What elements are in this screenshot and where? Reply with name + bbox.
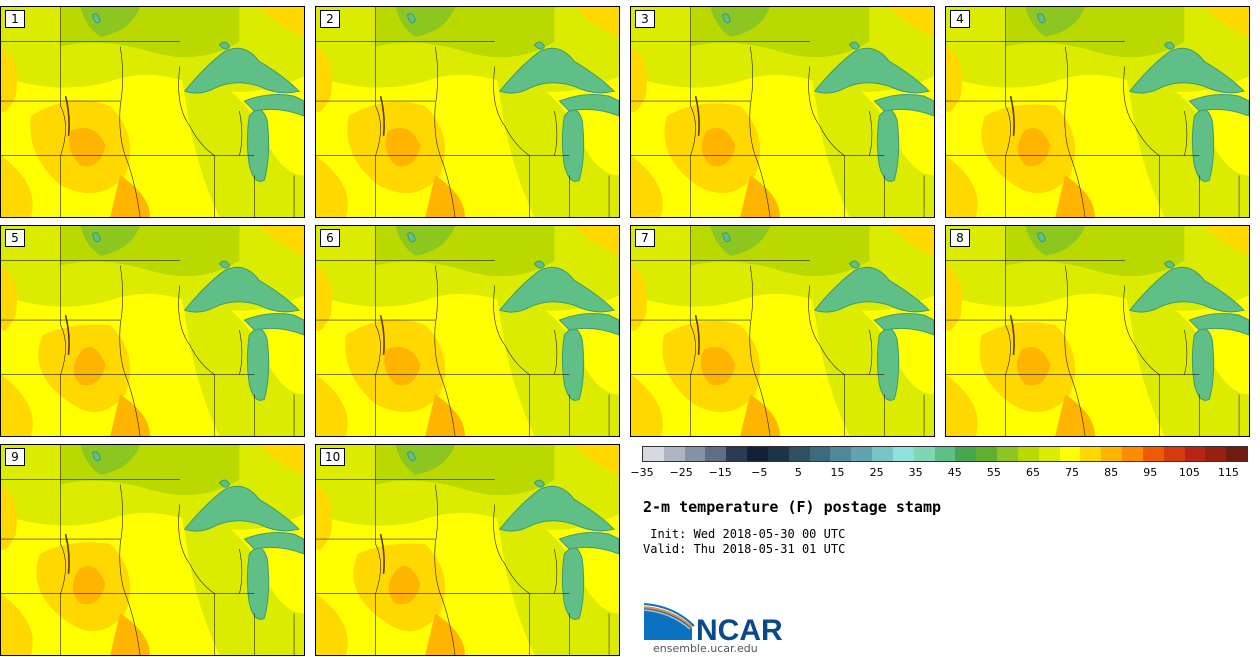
colorbar-tick-label: 25 [869,466,884,479]
colorbar-tick-label: 75 [1065,466,1080,479]
temperature-map [1,226,304,436]
colorbar-swatch [1038,447,1060,461]
colorbar-tick-label: 55 [986,466,1001,479]
colorbar-swatch [913,447,935,461]
colorbar-swatch [1059,447,1081,461]
colorbar-tick-label: 5 [794,466,802,479]
temperature-map [316,445,619,655]
stamp-panel: 2 [315,6,620,218]
colorbar-tick-label: −15 [708,466,732,479]
stamp-number: 4 [950,10,970,28]
colorbar-swatch [1226,447,1248,461]
stamp-number: 2 [320,10,340,28]
colorbar-swatch [705,447,727,461]
stamp-panel: 9 [0,444,305,656]
colorbar-swatch [1101,447,1123,461]
colorbar-ticks: −35 −25 −15 −5 5 15 25 35 45 55 65 75 85 95 105 115 [630,466,1258,482]
temperature-map [1,7,304,217]
stamp-panel: 6 [315,225,620,437]
colorbar-swatch [1184,447,1206,461]
colorbar-tick-label: 35 [908,466,923,479]
colorbar-swatch [1142,447,1164,461]
chart-title: 2-m temperature (F) postage stamp [643,498,942,516]
ncar-logo-text: NCAR [696,614,783,642]
colorbar-swatch [788,447,810,461]
colorbar-swatch [955,447,977,461]
temperature-map [946,226,1249,436]
colorbar-swatch [892,447,914,461]
stamp-number: 3 [635,10,655,28]
ncar-logo: NCAR [643,603,783,642]
ensemble-url[interactable]: ensemble.ucar.edu [653,642,758,655]
temperature-map [316,226,619,436]
colorbar-tick-label: −35 [630,466,654,479]
colorbar-tick-label: 115 [1217,466,1239,479]
stamp-number: 6 [320,229,340,247]
colorbar-swatch [809,447,831,461]
colorbar-tick-label: 85 [1104,466,1119,479]
colorbar-tick-label: 95 [1143,466,1158,479]
colorbar-swatch [767,447,789,461]
init-time: Init: Wed 2018-05-30 00 UTC [643,527,846,541]
temperature-map [631,226,934,436]
temperature-map [1,445,304,655]
colorbar-swatch [643,447,664,461]
colorbar-tick-label: 45 [947,466,962,479]
colorbar-tick-label: 105 [1178,466,1200,479]
stamp-number: 1 [5,10,25,28]
stamp-number: 5 [5,229,25,247]
temperature-colorbar [642,446,1248,462]
colorbar-swatch [934,447,956,461]
stamp-panel: 4 [945,6,1250,218]
colorbar-swatch [684,447,706,461]
colorbar-swatch [830,447,852,461]
temperature-map [316,7,619,217]
stamp-number: 7 [635,229,655,247]
stamp-number: 9 [5,448,25,466]
colorbar-swatch [747,447,768,461]
colorbar-swatch [1017,447,1039,461]
colorbar-tick-label: −5 [751,466,768,479]
colorbar-tick-label: −25 [669,466,693,479]
colorbar-swatch [976,447,998,461]
colorbar-tick-label: 15 [830,466,845,479]
stamp-number: 10 [320,448,346,466]
stamp-panel: 7 [630,225,935,437]
colorbar-swatch [726,447,748,461]
colorbar-swatch [1163,447,1185,461]
stamp-panel: 3 [630,6,935,218]
stamp-number: 8 [950,229,970,247]
colorbar-tick-label: 65 [1025,466,1040,479]
colorbar-swatch [1205,447,1227,461]
colorbar-swatch [663,447,685,461]
valid-time: Valid: Thu 2018-05-31 01 UTC [643,542,846,556]
temperature-map [946,7,1249,217]
stamp-panel: 5 [0,225,305,437]
colorbar-swatch [1080,447,1102,461]
colorbar-swatch [872,447,893,461]
colorbar-swatch [1122,447,1143,461]
temperature-map [631,7,934,217]
stamp-panel: 1 [0,6,305,218]
colorbar-swatch [997,447,1018,461]
stamp-panel: 8 [945,225,1250,437]
stamp-panel: 10 [315,444,620,656]
colorbar-swatch [851,447,873,461]
